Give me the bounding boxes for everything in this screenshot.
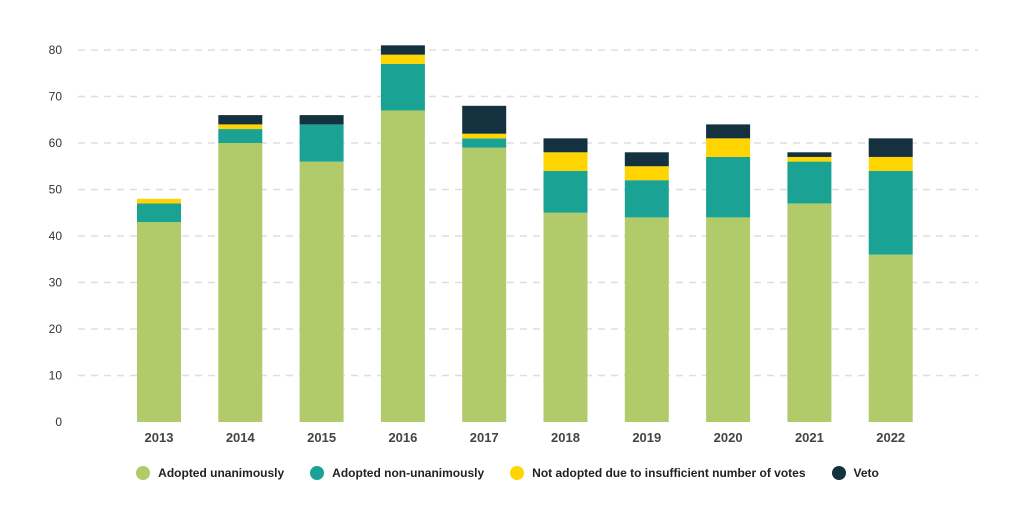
legend-swatch — [510, 466, 525, 480]
y-tick-label: 50 — [49, 183, 63, 197]
y-tick-label: 40 — [49, 229, 63, 243]
bar-segment — [868, 170, 913, 255]
bar-segment — [299, 161, 344, 422]
bar-segment — [462, 147, 507, 422]
bar-segment — [624, 180, 669, 218]
x-tick-label: 2014 — [226, 430, 256, 445]
x-tick-label: 2021 — [795, 430, 824, 445]
bars — [137, 45, 913, 422]
bar-segment — [299, 115, 344, 125]
y-tick-label: 0 — [55, 415, 62, 429]
y-tick-label: 70 — [49, 90, 63, 104]
x-tick-label: 2013 — [145, 430, 174, 445]
bar-segment — [218, 143, 263, 422]
bar-segment — [462, 138, 507, 148]
bar-segment — [380, 110, 425, 422]
bar-segment — [868, 156, 913, 171]
bar-segment — [218, 124, 263, 130]
bar-segment — [462, 133, 507, 139]
y-tick-label: 10 — [49, 369, 63, 383]
legend-swatch — [310, 466, 325, 480]
x-tick-label: 2020 — [714, 430, 743, 445]
gridlines — [78, 49, 978, 377]
bar-segment — [624, 152, 669, 167]
legend-swatch — [831, 466, 846, 480]
y-tick-label: 20 — [49, 322, 63, 336]
bar-segment — [137, 222, 181, 422]
bar-segment — [137, 198, 181, 204]
bar-segment — [706, 217, 751, 422]
bar-segment — [787, 152, 832, 157]
x-tick-label: 2018 — [551, 430, 580, 445]
x-axis-ticks: 2013 2014 2015 2016 2017 2018 2019 2020 2021 2022 — [145, 430, 906, 445]
bar-segment — [137, 203, 181, 223]
bar-segment — [380, 54, 425, 64]
bar-segment — [624, 166, 669, 181]
x-tick-label: 2016 — [388, 430, 417, 445]
legend-swatch — [136, 466, 151, 480]
bar-segment — [543, 138, 588, 153]
bar-segment — [380, 63, 425, 111]
bar-segment — [868, 138, 913, 157]
bar-segment — [299, 124, 344, 162]
legend-label: Adopted unanimously — [158, 466, 285, 480]
legend-label: Not adopted due to insufficient number o… — [532, 466, 806, 480]
x-tick-label: 2015 — [307, 430, 336, 445]
x-tick-label: 2019 — [632, 430, 661, 445]
bar-segment — [868, 254, 913, 422]
bar-segment — [706, 156, 751, 218]
x-tick-label: 2017 — [470, 430, 499, 445]
bar-segment — [543, 212, 588, 422]
bar-segment — [706, 138, 751, 157]
bar-segment — [218, 129, 263, 143]
legend-label: Adopted non-unanimously — [332, 466, 485, 480]
bar-segment — [624, 217, 669, 422]
y-tick-label: 30 — [49, 276, 63, 290]
y-tick-label: 80 — [49, 43, 63, 57]
bar-segment — [543, 152, 588, 171]
legend-label: Veto — [853, 466, 879, 480]
bar-segment — [787, 156, 832, 162]
bar-segment — [380, 45, 425, 55]
legend-item: Not adopted due to insufficient number o… — [510, 466, 806, 480]
legend-item: Adopted unanimously — [136, 466, 284, 480]
bar-segment — [706, 124, 751, 139]
bar-segment — [462, 105, 507, 134]
bar-segment — [787, 203, 832, 422]
x-tick-label: 2022 — [876, 430, 905, 445]
legend-item: Veto — [831, 466, 879, 480]
y-axis-ticks: 0 10 20 30 40 50 60 70 80 — [49, 43, 63, 429]
bar-segment — [543, 170, 588, 213]
legend-item: Adopted non-unanimously — [310, 466, 484, 480]
y-tick-label: 60 — [49, 136, 63, 150]
legend: Adopted unanimously Adopted non-unanimous… — [0, 466, 1015, 480]
bar-segment — [218, 115, 263, 125]
bar-segment — [787, 161, 832, 204]
